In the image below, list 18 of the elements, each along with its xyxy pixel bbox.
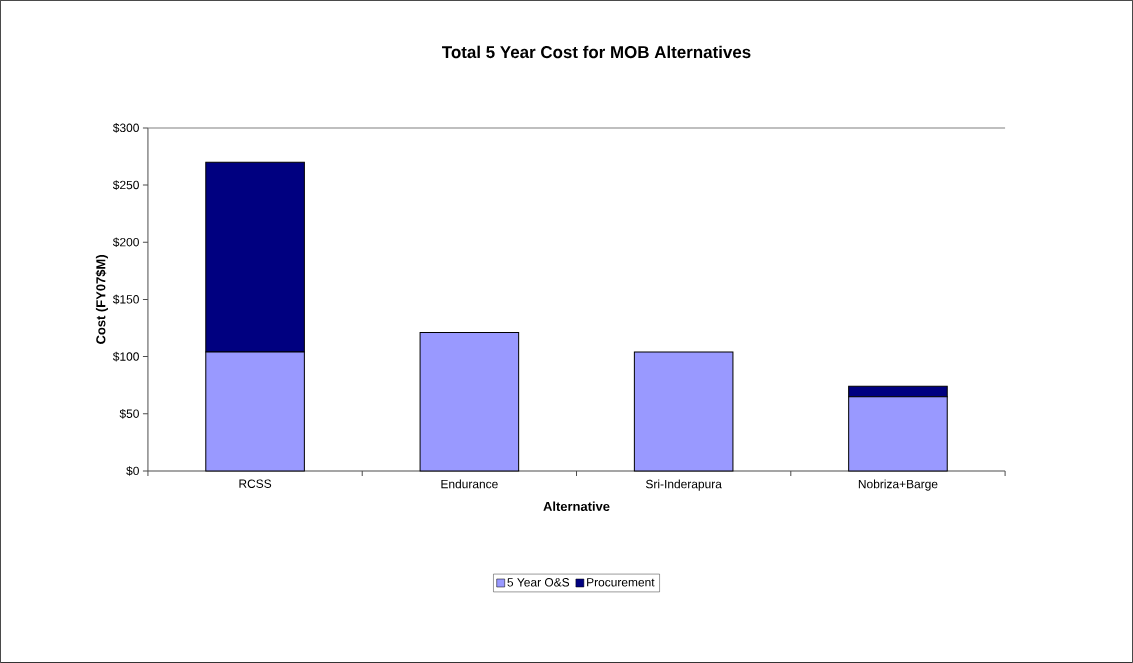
legend-label: 5 Year O&S	[507, 578, 570, 587]
y-tick-label: $150	[112, 294, 139, 305]
x-axis-title: Alternative	[543, 501, 610, 512]
x-tick-label: Endurance	[441, 479, 498, 489]
y-tick-label: $50	[119, 409, 139, 419]
x-tick-label: Nobriza+Barge	[858, 479, 938, 491]
y-tick-label: $100	[112, 351, 139, 362]
bar	[633, 351, 734, 472]
x-tick-label: Sri-Inderapura	[645, 479, 722, 491]
legend-label: Procurement	[587, 578, 655, 587]
y-tick-label: $250	[112, 180, 139, 190]
y-tick-label: $300	[112, 123, 139, 133]
chart-title: Total 5 Year Cost for MOB Alternatives	[442, 45, 751, 59]
x-tick-label: RCSS	[239, 479, 272, 488]
bar	[419, 332, 520, 472]
y-tick-label: $0	[126, 466, 139, 476]
y-tick-label: $200	[112, 237, 139, 248]
y-axis-title: Cost (FY07$M)	[95, 255, 108, 344]
